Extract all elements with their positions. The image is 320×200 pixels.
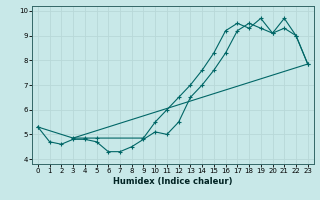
X-axis label: Humidex (Indice chaleur): Humidex (Indice chaleur) [113,177,233,186]
